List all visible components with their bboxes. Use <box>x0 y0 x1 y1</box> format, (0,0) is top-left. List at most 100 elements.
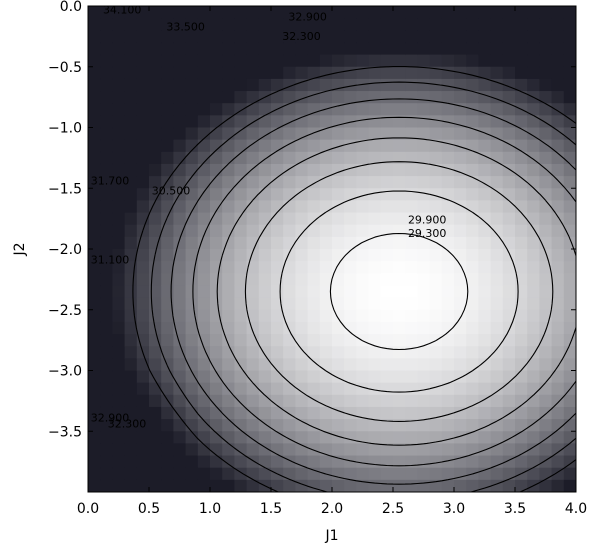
surface-cell <box>100 176 113 189</box>
surface-cell <box>332 151 345 165</box>
surface-cell <box>490 18 504 31</box>
surface-cell <box>112 6 126 19</box>
surface-cell <box>319 261 333 274</box>
surface-cell <box>210 30 223 44</box>
surface-cell <box>234 346 248 359</box>
surface-cell <box>332 249 345 262</box>
surface-cell <box>197 394 211 408</box>
surface-cell <box>405 163 418 177</box>
surface-cell <box>295 139 309 153</box>
surface-cell <box>478 66 492 80</box>
surface-cell <box>307 249 321 262</box>
surface-cell <box>136 163 150 177</box>
surface-cell <box>283 334 296 347</box>
surface-cell <box>478 261 492 274</box>
surface-cell <box>356 151 370 165</box>
surface-cell <box>466 455 479 469</box>
surface-cell <box>246 382 260 396</box>
surface-cell <box>161 370 174 384</box>
surface-cell <box>466 261 479 274</box>
surface-cell <box>100 151 113 165</box>
surface-cell <box>490 163 504 177</box>
surface-cell <box>478 91 492 104</box>
surface-cell <box>283 18 296 31</box>
surface-cell <box>173 54 187 68</box>
surface-cell <box>441 321 455 335</box>
surface-cell <box>429 200 443 214</box>
surface-cell <box>551 358 565 372</box>
surface-cell <box>527 42 540 56</box>
surface-cell <box>368 273 382 287</box>
surface-cell <box>112 455 126 469</box>
surface-cell <box>100 297 113 311</box>
surface-cell <box>417 455 431 469</box>
surface-cell <box>332 285 345 299</box>
surface-cell <box>271 115 284 129</box>
surface-cell <box>393 249 406 262</box>
y-tick-label: −0.5 <box>48 60 82 76</box>
surface-cell <box>197 261 211 274</box>
surface-cell <box>246 467 260 481</box>
surface-cell <box>173 358 187 372</box>
surface-cell <box>136 431 150 444</box>
surface-cell <box>380 78 394 92</box>
surface-cell <box>307 103 321 116</box>
surface-cell <box>527 54 540 68</box>
contour-label: 31.700 <box>91 175 130 188</box>
surface-cell <box>563 370 576 384</box>
surface-cell <box>295 176 309 189</box>
surface-cell <box>551 309 565 323</box>
surface-cell <box>356 236 370 250</box>
surface-cell <box>539 54 553 68</box>
surface-cell <box>283 66 296 80</box>
surface-cell <box>332 212 345 226</box>
surface-cell <box>466 78 479 92</box>
surface-cell <box>295 249 309 262</box>
surface-cell <box>356 455 370 469</box>
surface-cell <box>344 91 357 104</box>
surface-cell <box>551 406 565 420</box>
surface-cell <box>271 419 284 432</box>
surface-cell <box>502 188 516 201</box>
surface-cell <box>405 297 418 311</box>
surface-cell <box>161 78 174 92</box>
surface-cell <box>319 42 333 56</box>
surface-cell <box>466 321 479 335</box>
surface-cell <box>149 224 162 238</box>
surface-cell <box>222 42 235 56</box>
surface-cell <box>563 115 576 129</box>
surface-cell <box>417 406 431 420</box>
surface-cell <box>173 91 187 104</box>
surface-cell <box>429 297 443 311</box>
surface-cell <box>478 273 492 287</box>
surface-cell <box>283 479 296 492</box>
surface-cell <box>210 455 223 469</box>
surface-cell <box>393 18 406 31</box>
surface-cell <box>100 334 113 347</box>
surface-cell <box>405 431 418 444</box>
surface-cell <box>136 285 150 299</box>
surface-cell <box>393 419 406 432</box>
surface-cell <box>490 309 504 323</box>
surface-cell <box>319 54 333 68</box>
surface-cell <box>551 249 565 262</box>
surface-cell <box>271 42 284 56</box>
surface-cell <box>100 321 113 335</box>
surface-cell <box>161 151 174 165</box>
surface-cell <box>149 103 162 116</box>
surface-cell <box>429 163 443 177</box>
surface-cell <box>527 6 540 19</box>
surface-cell <box>307 261 321 274</box>
x-tick-label: 1.5 <box>260 501 282 517</box>
surface-cell <box>393 334 406 347</box>
surface-cell <box>515 163 528 177</box>
surface-cell <box>356 176 370 189</box>
surface-cell <box>185 334 199 347</box>
surface-cell <box>173 18 187 31</box>
surface-cell <box>454 91 467 104</box>
surface-cell <box>246 346 260 359</box>
surface-cell <box>258 273 272 287</box>
surface-cell <box>295 334 309 347</box>
surface-cell <box>197 6 211 19</box>
surface-cell <box>197 151 211 165</box>
